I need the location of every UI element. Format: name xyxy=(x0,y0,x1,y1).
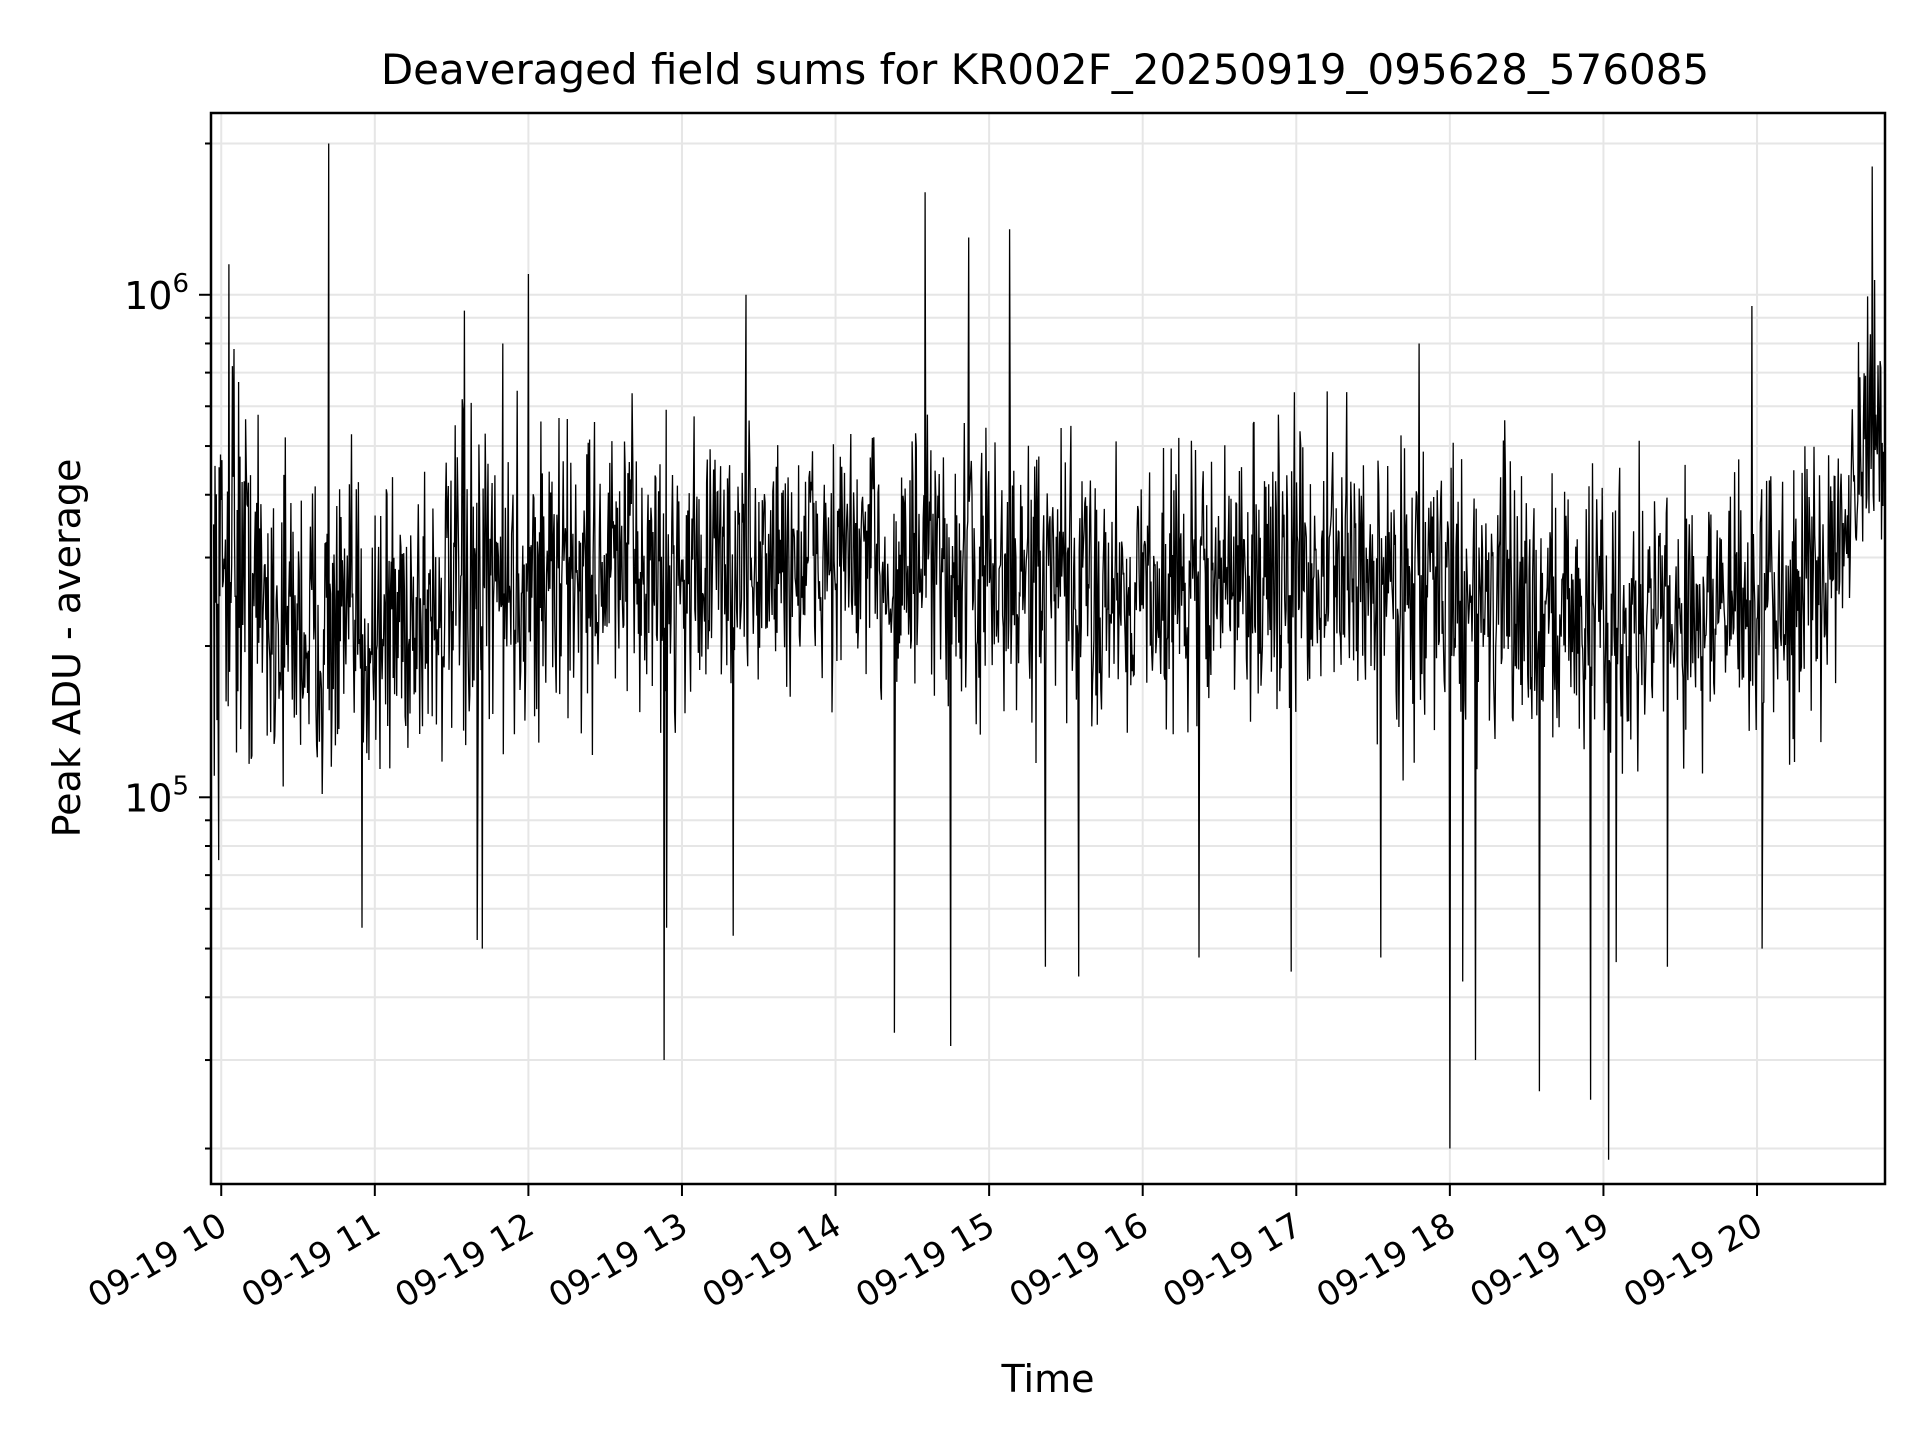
plot-area-frame xyxy=(209,111,1887,1186)
y-tick-label: 105 xyxy=(124,771,189,820)
series-layer xyxy=(212,143,1886,1160)
chart-title: Deaveraged field sums for KR002F_2025091… xyxy=(381,45,1709,94)
x-axis-label: Time xyxy=(1001,1357,1095,1401)
y-tick-label: 106 xyxy=(124,269,189,318)
y-axis-label: Peak ADU - average xyxy=(45,459,89,838)
series-line xyxy=(212,143,1886,1160)
y-axis-ticks: 105 106 xyxy=(124,142,211,1150)
